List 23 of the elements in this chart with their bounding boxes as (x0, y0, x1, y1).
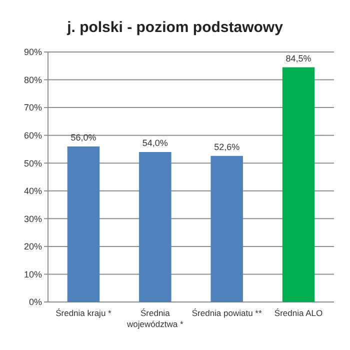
y-tick-label: 30% (24, 214, 42, 224)
y-tick-label: 90% (24, 47, 42, 58)
y-tick-label: 0% (28, 297, 42, 308)
y-tick-label: 60% (24, 130, 42, 140)
bar (139, 152, 172, 302)
data-label: 52,6% (214, 142, 240, 152)
x-tick-label: Średnia województwa * (126, 308, 184, 329)
y-tick-label: 40% (24, 186, 42, 196)
data-label: 84,5% (286, 53, 312, 64)
y-tick-label: 10% (24, 269, 42, 280)
data-label: 56,0% (70, 132, 96, 142)
bar (67, 146, 100, 302)
chart-title: j. polski - poziom podstawowy (66, 19, 284, 36)
bar (210, 156, 243, 302)
x-tick-label: Średnia ALO (274, 308, 324, 318)
y-tick-label: 70% (24, 102, 42, 113)
x-tick-label: Średnia powiatu ** (192, 308, 262, 318)
data-label: 54,0% (142, 138, 168, 148)
y-tick-label: 50% (24, 158, 42, 168)
bar (282, 67, 315, 302)
y-tick-label: 20% (24, 242, 42, 252)
x-tick-label: Średnia kraju * (56, 308, 112, 318)
y-tick-label: 80% (24, 74, 42, 85)
